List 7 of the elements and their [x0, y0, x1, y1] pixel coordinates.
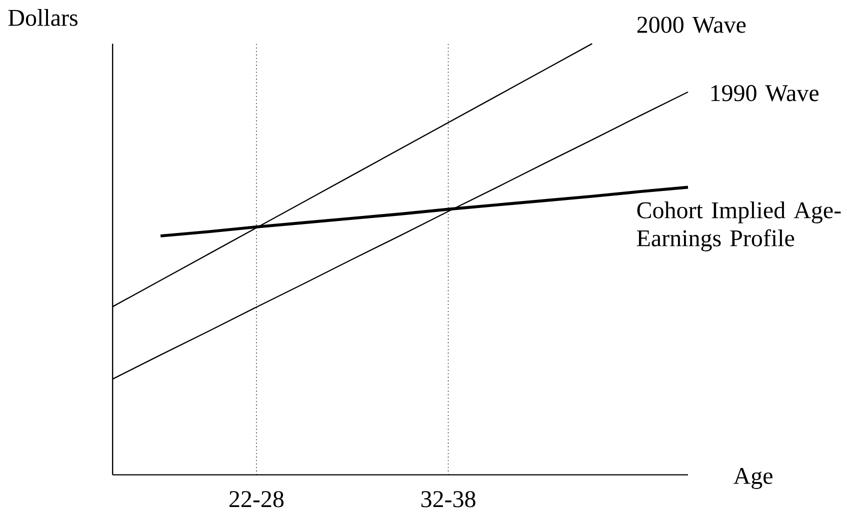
x-tick-label: 22-28: [230, 491, 284, 508]
x-axis-title: Age: [734, 468, 772, 489]
series-label: 1990 Wave: [711, 85, 819, 102]
series-label: 2000 Wave: [637, 16, 746, 34]
series-label: Cohort Implied Age-Earnings Profile: [636, 202, 841, 252]
x-tick-label: 32-38: [421, 491, 476, 508]
y-axis-title: Dollars: [8, 9, 78, 26]
